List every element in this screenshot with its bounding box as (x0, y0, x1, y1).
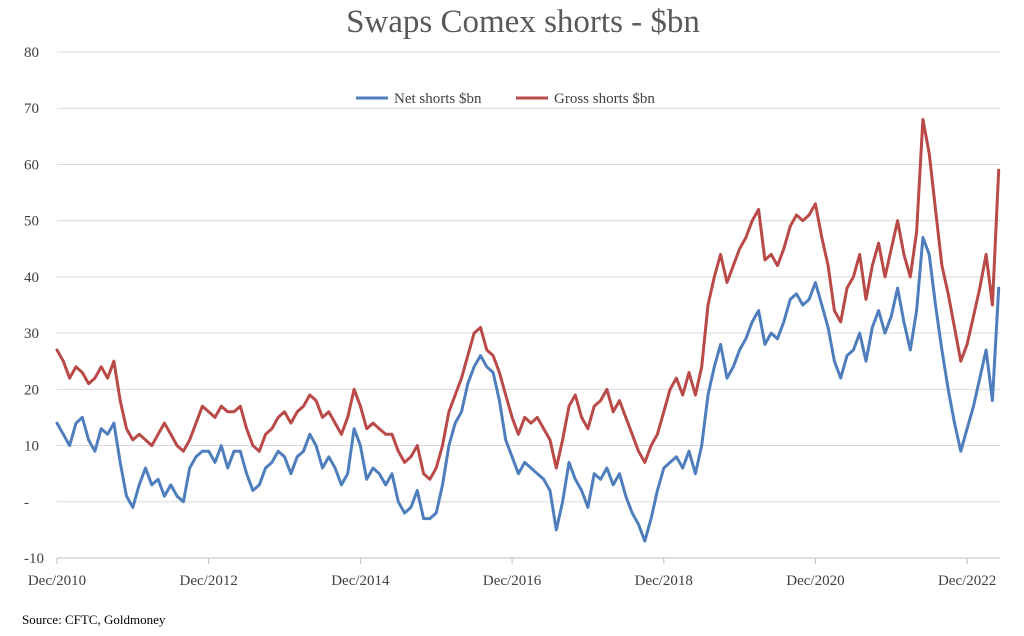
x-tick-label: Dec/2020 (786, 573, 844, 589)
legend-label: Gross shorts $bn (554, 91, 655, 107)
x-tick-label: Dec/2016 (483, 573, 542, 589)
y-tick-label: 50 (24, 214, 39, 230)
x-tick-label: Dec/2018 (635, 573, 693, 589)
legend-label: Net shorts $bn (394, 91, 482, 107)
y-tick-label: 60 (24, 157, 39, 173)
y-tick-label: 40 (24, 270, 39, 286)
source-note: Source: CFTC, Goldmoney (22, 612, 166, 627)
x-axis: Dec/2010 Dec/2012 Dec/2014 Dec/2016 Dec/2018… (28, 557, 1000, 589)
series-line-net-shorts (55, 236, 1001, 543)
x-tick-label: Dec/2022 (938, 573, 996, 589)
chart-title: Swaps Comex shorts - $bn (346, 4, 700, 40)
y-tick-label: 70 (24, 101, 39, 117)
y-tick-label: 80 (24, 45, 39, 61)
x-tick-label: Dec/2010 (28, 573, 86, 589)
gridlines (57, 51, 1000, 503)
series-lines (55, 118, 1001, 543)
y-tick-label: - (24, 495, 29, 511)
y-axis: 80 70 60 50 40 30 20 10 - -10 (24, 45, 44, 567)
y-tick-label: 10 (24, 439, 39, 455)
y-tick-label: 20 (24, 382, 39, 398)
y-tick-label: 30 (24, 326, 39, 342)
y-tick-label: -10 (24, 551, 44, 567)
legend: Net shorts $bn Gross shorts $bn (356, 91, 655, 107)
series-line-gross-shorts (55, 118, 1001, 481)
x-tick-label: Dec/2014 (331, 573, 390, 589)
x-tick-label: Dec/2012 (180, 573, 238, 589)
